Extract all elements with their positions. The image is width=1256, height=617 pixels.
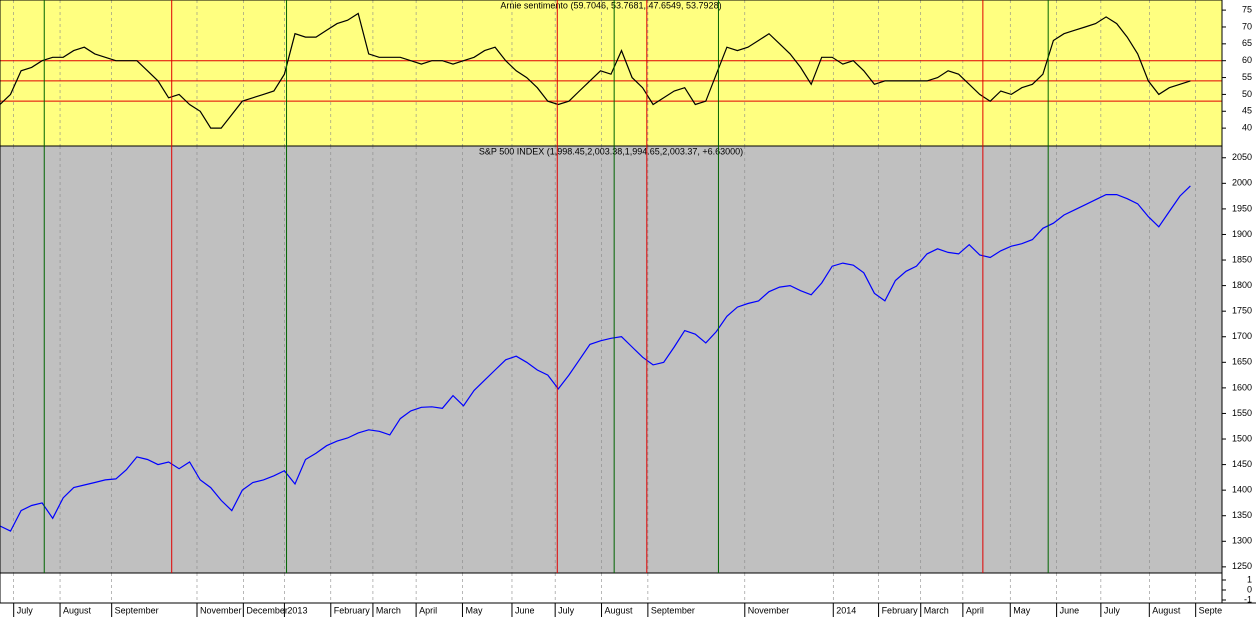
x-tick-label: June [515, 605, 535, 615]
x-tick-label: February [334, 605, 371, 615]
y-tick-label: 2050 [1232, 152, 1252, 162]
panel-title: Arnie sentimento (59.7046, 53.7681, 47.6… [500, 0, 721, 10]
x-tick-label: 2013 [287, 605, 307, 615]
axis-background [1222, 573, 1256, 603]
x-tick-label: July [558, 605, 575, 615]
x-tick-label: February [882, 605, 919, 615]
y-tick-label: 1450 [1232, 459, 1252, 469]
y-tick-label: 75 [1242, 4, 1252, 14]
y-tick-label: 1700 [1232, 331, 1252, 341]
y-tick-label: 60 [1242, 55, 1252, 65]
x-tick-label: November [748, 605, 790, 615]
y-tick-label: 1550 [1232, 408, 1252, 418]
y-tick-label: 1250 [1232, 561, 1252, 571]
y-tick-label: 1800 [1232, 280, 1252, 290]
panel-background [0, 146, 1222, 573]
x-tick-label: November [200, 605, 242, 615]
y-tick-label: 70 [1242, 21, 1252, 31]
x-tick-label: 2014 [836, 605, 856, 615]
y-tick-label: 45 [1242, 106, 1252, 116]
y-tick-label: 1350 [1232, 510, 1252, 520]
x-tick-label: March [376, 605, 401, 615]
x-tick-label: April [966, 605, 984, 615]
x-tick-label: April [419, 605, 437, 615]
data-line [0, 12, 1191, 129]
y-tick-label: 1850 [1232, 254, 1252, 264]
y-tick-label: 0 [1247, 584, 1252, 594]
y-tick-label: 1900 [1232, 229, 1252, 239]
axis-background [1222, 146, 1256, 573]
x-tick-label: December [246, 605, 288, 615]
panel-background [0, 573, 1222, 603]
y-tick-label: 55 [1242, 72, 1252, 82]
y-tick-label: 65 [1242, 38, 1252, 48]
panel-title: S&P 500 INDEX (1,998.45,2,003.38,1,994.6… [479, 146, 743, 156]
y-tick-label: 1300 [1232, 536, 1252, 546]
x-tick-label: August [1152, 605, 1181, 615]
data-line [0, 185, 1191, 532]
y-tick-label: 2000 [1232, 178, 1252, 188]
x-tick-label: July [17, 605, 34, 615]
x-tick-label: March [924, 605, 949, 615]
x-tick-label: Septe [1199, 605, 1223, 615]
y-tick-label: -1 [1244, 594, 1252, 604]
y-tick-label: 1750 [1232, 306, 1252, 316]
x-tick-label: July [1104, 605, 1121, 615]
y-tick-label: 40 [1242, 123, 1252, 133]
x-tick-label: August [605, 605, 634, 615]
y-tick-label: 1650 [1232, 357, 1252, 367]
x-tick-label: August [63, 605, 92, 615]
y-tick-label: 1400 [1232, 485, 1252, 495]
y-tick-label: 1600 [1232, 382, 1252, 392]
x-tick-label: May [1013, 605, 1031, 615]
y-tick-label: 1 [1247, 574, 1252, 584]
x-tick-label: May [465, 605, 483, 615]
x-tick-label: September [115, 605, 159, 615]
y-tick-label: 1950 [1232, 203, 1252, 213]
y-tick-label: 1500 [1232, 433, 1252, 443]
x-tick-label: September [651, 605, 695, 615]
x-tick-label: June [1060, 605, 1080, 615]
axis-background [1222, 0, 1256, 146]
y-tick-label: 50 [1242, 89, 1252, 99]
